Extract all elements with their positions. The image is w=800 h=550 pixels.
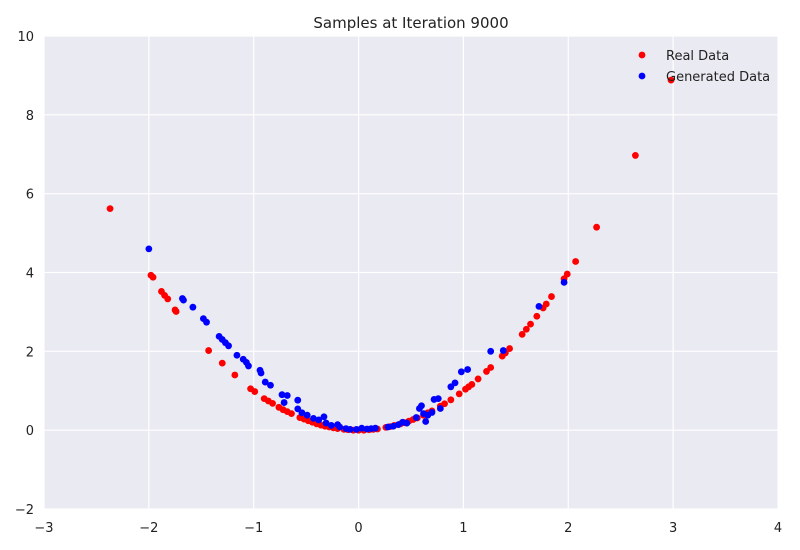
data-point [474, 375, 482, 383]
y-tick-label: 10 [17, 30, 34, 45]
x-tick-label: −2 [139, 521, 158, 536]
data-point [560, 278, 568, 286]
data-point [593, 223, 600, 231]
x-tick-label: −3 [34, 521, 53, 536]
series-generated-data [145, 245, 568, 433]
data-point [487, 364, 495, 371]
data-point [320, 413, 328, 421]
data-point [233, 351, 241, 359]
data-point [455, 390, 463, 398]
data-point [522, 325, 530, 333]
data-point [303, 411, 311, 419]
data-point [269, 399, 276, 407]
data-point [203, 318, 210, 326]
data-point [527, 320, 534, 328]
x-tick-label: 3 [669, 521, 677, 536]
data-point [384, 423, 392, 431]
data-point [434, 395, 442, 403]
data-point [441, 400, 448, 408]
data-point [205, 347, 213, 354]
data-point [251, 388, 259, 395]
legend-marker [638, 72, 646, 80]
y-tick-label: 6 [26, 188, 34, 203]
data-point [572, 258, 580, 265]
data-point [164, 295, 172, 303]
data-point [189, 303, 197, 311]
data-point [428, 409, 436, 416]
data-point [403, 419, 411, 427]
data-point [542, 300, 550, 308]
legend-marker [638, 51, 646, 59]
x-tick-labels: −3 −2 −1 0 1 2 3 4 [34, 521, 782, 536]
y-tick-labels: −2 0 2 4 6 8 10 [15, 30, 34, 518]
data-point [563, 270, 571, 278]
y-tick-label: 0 [26, 424, 34, 439]
data-point [280, 399, 288, 406]
data-point [535, 302, 543, 310]
data-point [371, 424, 379, 432]
legend: Real Data Generated Data [638, 49, 770, 85]
data-point [499, 347, 507, 354]
data-point [283, 392, 291, 399]
data-point [278, 391, 286, 399]
y-tick-label: 4 [26, 267, 34, 282]
data-point [346, 425, 354, 433]
data-point [667, 76, 675, 84]
data-point [389, 422, 397, 430]
data-point [298, 409, 306, 417]
data-point [245, 362, 252, 370]
data-point [487, 347, 495, 355]
data-point [322, 419, 330, 427]
data-point [451, 379, 459, 387]
data-point [180, 296, 187, 304]
data-point [172, 308, 180, 315]
legend-label: Generated Data [666, 70, 770, 85]
data-point [464, 366, 472, 373]
data-point [267, 381, 274, 389]
data-point [631, 152, 639, 159]
data-point [506, 345, 513, 352]
data-point [336, 423, 344, 431]
data-point [225, 342, 232, 350]
data-point [418, 402, 425, 410]
x-tick-label: 1 [459, 521, 467, 536]
x-tick-label: 0 [354, 521, 362, 536]
data-point [257, 369, 265, 377]
x-tick-label: −1 [244, 521, 263, 536]
data-point [288, 410, 295, 418]
data-point [447, 396, 455, 404]
data-point [422, 418, 430, 425]
data-point [315, 416, 323, 424]
data-point [145, 245, 153, 253]
legend-label: Real Data [666, 49, 729, 64]
y-tick-label: −2 [15, 503, 34, 518]
x-tick-label: 4 [774, 521, 782, 536]
data-points [106, 76, 675, 434]
x-tick-label: 2 [564, 521, 572, 536]
data-point [518, 330, 526, 338]
chart-title: Samples at Iteration 9000 [313, 14, 508, 32]
data-point [468, 381, 476, 388]
data-point [149, 273, 157, 281]
data-point [261, 378, 269, 386]
y-tick-label: 2 [26, 345, 34, 360]
data-point [358, 424, 366, 432]
data-point [294, 396, 302, 404]
data-point [533, 312, 541, 320]
data-point [457, 368, 465, 376]
data-point [436, 405, 444, 412]
data-point [218, 359, 226, 367]
data-point [412, 414, 420, 421]
data-point [106, 205, 114, 213]
data-point [310, 414, 317, 422]
data-point [231, 371, 239, 379]
data-point [548, 293, 555, 300]
grid-lines [43, 35, 779, 510]
data-point [327, 422, 335, 429]
y-tick-label: 8 [26, 109, 34, 124]
data-point [353, 425, 360, 433]
